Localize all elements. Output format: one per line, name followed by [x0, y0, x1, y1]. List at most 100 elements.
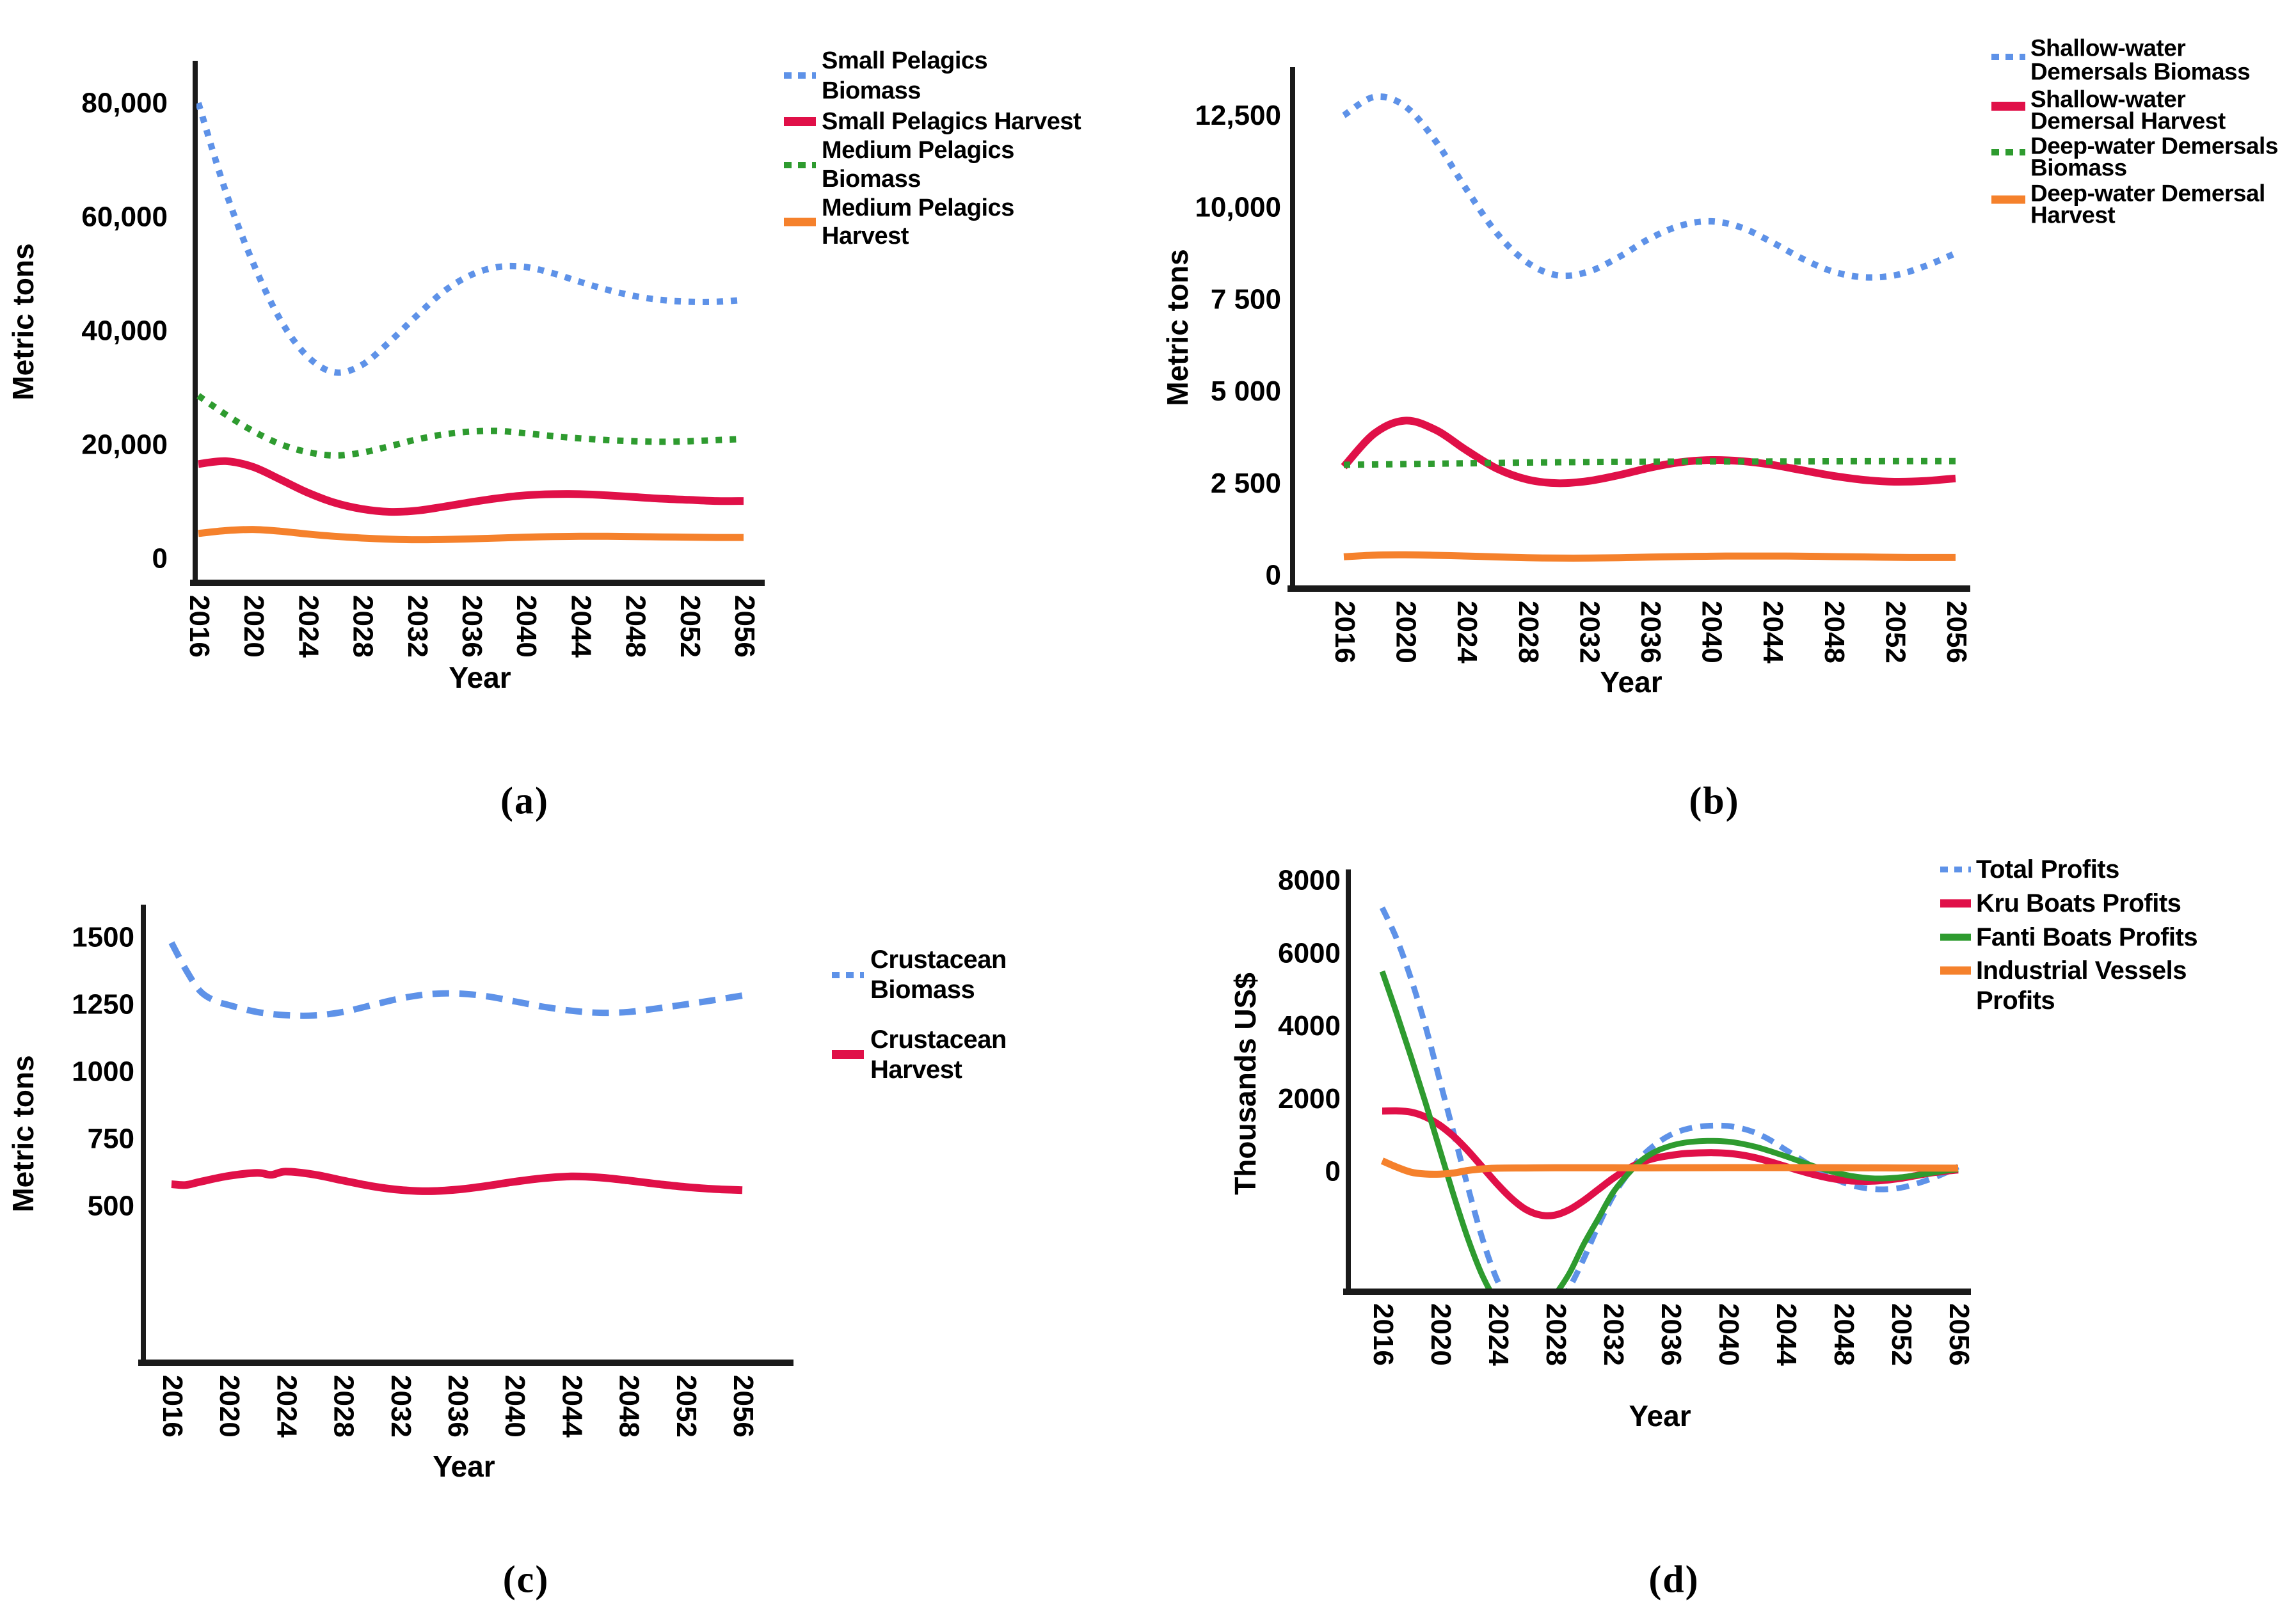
x-tick-label: 2016 — [157, 1375, 188, 1438]
x-tick-label: 2036 — [456, 595, 488, 658]
y-tick-label: 4000 — [1278, 1010, 1341, 1042]
panel-caption-b: (b) — [1689, 779, 1740, 822]
legend-label: Industrial Vessels — [1976, 956, 2187, 985]
x-tick-label: 2028 — [328, 1375, 360, 1438]
y-axis-title: Metric tons — [1161, 249, 1194, 406]
y-tick-label: 8000 — [1278, 865, 1341, 896]
panel-caption-d: (d) — [1648, 1558, 1700, 1601]
x-tick-label: 2052 — [1886, 1303, 1917, 1366]
series-small-pelagics-harvest — [198, 457, 744, 516]
legend-label: Shallow-water — [2030, 86, 2185, 113]
y-tick-label: 6000 — [1278, 937, 1341, 969]
x-tick-label: 2036 — [442, 1375, 474, 1438]
chart-a: 0 20,000 40,000 60,000 80,000 2016 2020 2024 202… — [6, 47, 1081, 694]
y-tick-label: 12,500 — [1195, 100, 1281, 131]
x-tick-label: 2036 — [1655, 1303, 1687, 1366]
x-tick-label: 2048 — [1819, 601, 1850, 663]
x-tick-label: 2056 — [1943, 1303, 1975, 1366]
legend-label: Shallow-water — [2030, 35, 2185, 61]
x-axis-title: Year — [449, 661, 511, 694]
y-tick-label: 500 — [88, 1191, 134, 1222]
y-tick-label: 0 — [152, 543, 168, 575]
x-tick-label: 2036 — [1635, 601, 1666, 663]
series-crustacean-biomass — [168, 941, 743, 1019]
y-axis-title: Thousands US$ — [1229, 972, 1262, 1195]
legend-label: Harvest — [870, 1056, 962, 1084]
series-fanti-boats-profits — [1379, 970, 1959, 1289]
x-tick-label: 2044 — [556, 1375, 587, 1438]
chart-d: 0 2000 4000 6000 8000 2016 2020 2024 2028 2032 203… — [1229, 855, 2198, 1432]
series-shallow-water-demersals-biomass — [1342, 93, 1957, 281]
x-tick-label: 2016 — [1367, 1303, 1399, 1366]
x-tick-label: 2028 — [347, 595, 379, 658]
y-tick-label: 1500 — [72, 922, 134, 953]
series-kru-boats-profits — [1382, 1107, 1959, 1219]
x-tick-label: 2040 — [511, 595, 542, 658]
x-tick-label: 2052 — [1879, 601, 1911, 663]
x-tick-label: 2056 — [1941, 601, 1972, 663]
x-tick-label: 2020 — [238, 595, 269, 658]
y-tick-label: 0 — [1325, 1156, 1341, 1187]
y-tick-label: 40,000 — [81, 315, 168, 347]
panel-caption-a: (a) — [500, 779, 549, 822]
legend-label: Profits — [1976, 987, 2055, 1015]
x-tick-label: 2040 — [1713, 1303, 1744, 1366]
series-medium-pelagics-harvest — [198, 526, 744, 544]
y-tick-label: 0 — [1266, 560, 1281, 591]
series-medium-pelagics-biomass — [196, 393, 744, 459]
x-tick-label: 2052 — [671, 1375, 702, 1438]
y-axis-title: Metric tons — [6, 1055, 40, 1212]
series-deep-water-demersal-harvest — [1343, 551, 1956, 562]
legend-label: Demersals Biomass — [2030, 59, 2250, 85]
x-tick-label: 2048 — [1828, 1303, 1860, 1366]
legend-label: Small Pelagics Harvest — [822, 108, 1081, 135]
series-shallow-water-demersal-harvest — [1341, 416, 1956, 488]
x-tick-label: 2032 — [402, 595, 433, 658]
series-deep-water-demersals-biomass — [1343, 457, 1956, 468]
legend-label: Medium Pelagics — [822, 194, 1014, 221]
legend-label: Biomass — [2030, 155, 2127, 181]
x-tick-label: 2020 — [214, 1375, 245, 1438]
chart-c: 500 750 1000 1250 1500 2016 2020 2024 2028 2032 20… — [6, 905, 1007, 1483]
legend-label: Biomass — [870, 976, 975, 1004]
series-crustacean-harvest — [171, 1168, 743, 1195]
x-tick-label: 2024 — [292, 595, 324, 658]
y-axis-title: Metric tons — [6, 243, 40, 400]
x-tick-label: 2024 — [1451, 601, 1483, 663]
x-tick-label: 2016 — [184, 595, 215, 658]
series-industrial-vessels-profits — [1380, 1157, 1959, 1178]
panel-caption-c: (c) — [502, 1558, 550, 1601]
x-tick-label: 2048 — [614, 1375, 645, 1438]
legend-label: Kru Boats Profits — [1976, 889, 2181, 917]
x-tick-label: 2052 — [674, 595, 706, 658]
y-tick-label: 60,000 — [81, 202, 168, 233]
legend-label: Biomass — [822, 166, 921, 193]
y-tick-label: 20,000 — [81, 429, 168, 461]
y-tick-label: 1000 — [72, 1056, 134, 1088]
y-tick-label: 80,000 — [81, 88, 168, 119]
x-tick-label: 2040 — [499, 1375, 530, 1438]
x-tick-label: 2044 — [1757, 601, 1789, 663]
x-tick-label: 2024 — [1483, 1303, 1514, 1366]
y-tick-label: 7 500 — [1211, 283, 1281, 315]
y-tick-label: 1250 — [72, 989, 134, 1020]
legend-label: Medium Pelagics — [822, 137, 1014, 164]
y-tick-label: 5 000 — [1211, 376, 1281, 407]
x-tick-label: 2020 — [1391, 601, 1422, 663]
x-tick-label: 2044 — [1771, 1303, 1802, 1366]
legend-label: Harvest — [2030, 202, 2115, 228]
x-tick-label: 2016 — [1329, 601, 1360, 663]
x-tick-label: 2040 — [1696, 601, 1728, 663]
legend-label: Demersal Harvest — [2030, 108, 2226, 134]
x-axis-title: Year — [1600, 665, 1662, 699]
x-tick-label: 2028 — [1513, 601, 1544, 663]
y-tick-label: 2 500 — [1211, 468, 1281, 499]
legend-label: Deep-water Demersal — [2030, 180, 2265, 207]
legend: Total Profits Kru Boats Profits Fanti Boat… — [1940, 855, 2198, 1015]
x-tick-label: 2032 — [1574, 601, 1605, 663]
legend: Small Pelagics Biomass Small Pelagics Harv… — [784, 47, 1081, 250]
y-tick-label: 750 — [88, 1123, 134, 1155]
